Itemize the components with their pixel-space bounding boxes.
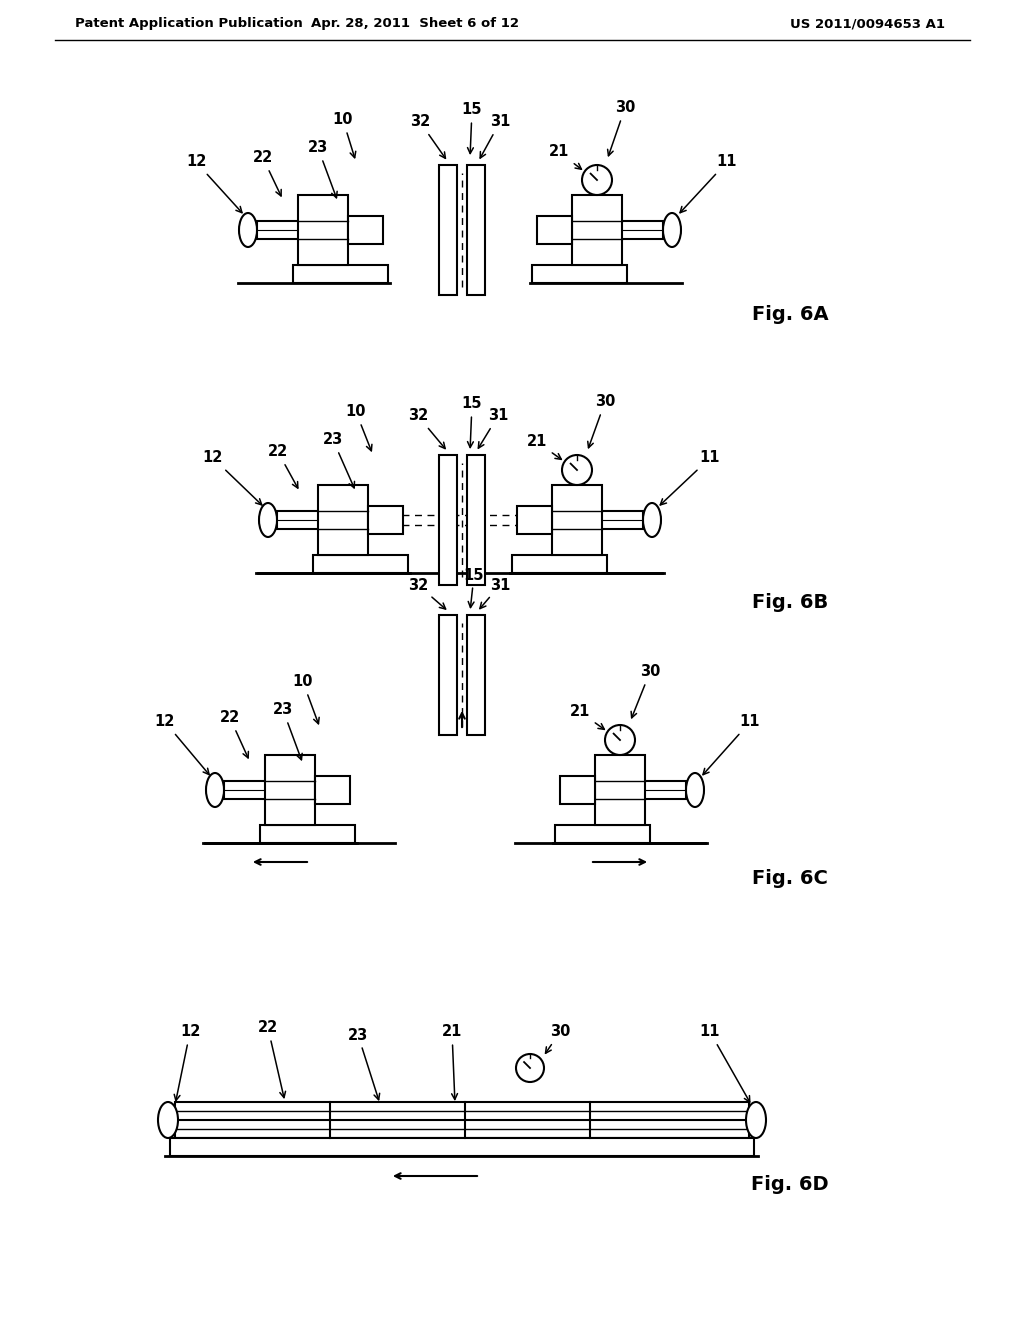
Bar	[542, 220, 663, 239]
Circle shape	[516, 1053, 544, 1082]
Text: 31: 31	[478, 408, 508, 449]
Text: 22: 22	[258, 1020, 286, 1098]
Bar	[512, 554, 607, 573]
Bar	[532, 265, 627, 282]
Bar	[439, 615, 457, 735]
Bar	[560, 776, 595, 804]
Text: Fig. 6D: Fig. 6D	[752, 1175, 828, 1193]
Bar	[265, 755, 315, 825]
Text: 32: 32	[410, 115, 445, 158]
Bar	[313, 554, 408, 573]
Text: Patent Application Publication: Patent Application Publication	[75, 17, 303, 30]
Bar	[467, 165, 485, 294]
Text: 32: 32	[408, 578, 445, 609]
Text: 31: 31	[480, 578, 510, 609]
Text: 23: 23	[348, 1027, 380, 1100]
Bar	[467, 615, 485, 735]
Text: 22: 22	[253, 150, 282, 195]
Bar	[572, 195, 622, 265]
Bar	[439, 455, 457, 585]
Bar	[595, 755, 645, 825]
Bar	[517, 506, 552, 535]
Text: 23: 23	[272, 702, 302, 760]
Text: 12: 12	[203, 450, 262, 504]
Bar	[348, 216, 383, 244]
Ellipse shape	[259, 503, 278, 537]
Text: 31: 31	[480, 115, 510, 158]
Text: Apr. 28, 2011  Sheet 6 of 12: Apr. 28, 2011 Sheet 6 of 12	[311, 17, 519, 30]
Text: 11: 11	[660, 450, 720, 506]
Bar	[278, 511, 398, 529]
Circle shape	[562, 455, 592, 484]
Bar	[318, 484, 368, 554]
Bar	[257, 220, 378, 239]
Text: Fig. 6B: Fig. 6B	[752, 593, 828, 611]
Bar	[565, 781, 686, 799]
Circle shape	[582, 165, 612, 195]
Bar	[170, 1138, 754, 1156]
Text: 22: 22	[220, 710, 249, 758]
Text: 32: 32	[408, 408, 445, 449]
Text: 11: 11	[703, 714, 760, 775]
Text: 21: 21	[549, 144, 582, 169]
Text: 12: 12	[174, 1024, 200, 1101]
Text: 21: 21	[569, 705, 604, 730]
Text: 22: 22	[268, 445, 298, 488]
Text: 12: 12	[155, 714, 209, 775]
Bar	[537, 216, 572, 244]
Text: Fig. 6A: Fig. 6A	[752, 305, 828, 325]
Ellipse shape	[663, 213, 681, 247]
Text: 30: 30	[631, 664, 660, 718]
Text: 15: 15	[464, 568, 484, 607]
Text: 23: 23	[323, 433, 354, 488]
Bar	[522, 511, 643, 529]
Text: Fig. 6C: Fig. 6C	[752, 869, 828, 887]
Text: 11: 11	[699, 1024, 750, 1102]
Ellipse shape	[206, 774, 224, 807]
Text: 30: 30	[607, 100, 635, 156]
Ellipse shape	[239, 213, 257, 247]
Text: 21: 21	[441, 1024, 462, 1100]
Bar	[368, 506, 403, 535]
Ellipse shape	[746, 1102, 766, 1138]
Text: 10: 10	[293, 675, 319, 723]
Text: 30: 30	[546, 1024, 570, 1053]
Ellipse shape	[643, 503, 662, 537]
Text: 10: 10	[333, 112, 355, 157]
Text: 23: 23	[308, 140, 337, 198]
Bar	[315, 776, 350, 804]
Text: US 2011/0094653 A1: US 2011/0094653 A1	[790, 17, 945, 30]
Bar	[293, 265, 388, 282]
Text: 15: 15	[462, 396, 482, 447]
Bar	[175, 1102, 749, 1138]
Bar	[552, 484, 602, 554]
Ellipse shape	[686, 774, 705, 807]
Text: 12: 12	[185, 154, 242, 213]
Text: 21: 21	[526, 434, 561, 459]
Text: 15: 15	[462, 103, 482, 153]
Ellipse shape	[158, 1102, 178, 1138]
Bar	[224, 781, 345, 799]
Text: 10: 10	[346, 404, 372, 451]
Text: 11: 11	[680, 154, 737, 213]
Bar	[467, 455, 485, 585]
Circle shape	[605, 725, 635, 755]
Text: 30: 30	[588, 395, 615, 447]
Bar	[260, 825, 355, 843]
Bar	[555, 825, 650, 843]
Bar	[298, 195, 348, 265]
Bar	[439, 165, 457, 294]
